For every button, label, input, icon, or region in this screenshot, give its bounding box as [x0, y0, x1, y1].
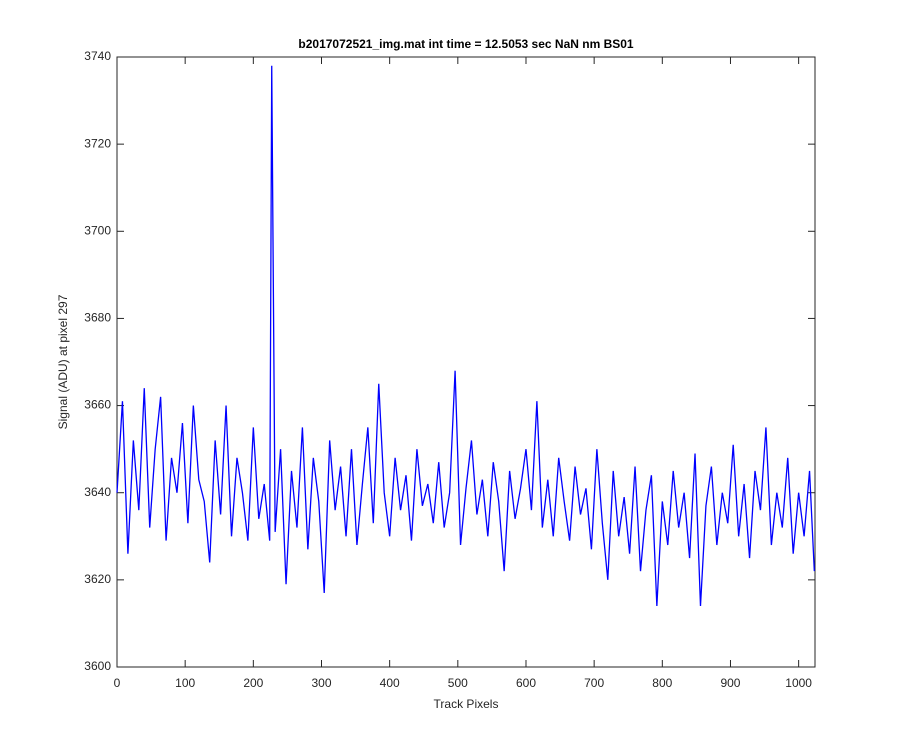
- x-tick-label: 1000: [785, 676, 812, 690]
- x-tick-label: 100: [175, 676, 195, 690]
- x-tick-label: 0: [114, 676, 121, 690]
- y-tick-label: 3600: [84, 659, 111, 673]
- x-tick-label: 700: [584, 676, 604, 690]
- y-tick-label: 3660: [84, 398, 111, 412]
- x-tick-label: 500: [448, 676, 468, 690]
- y-tick-label: 3720: [84, 136, 111, 150]
- y-axis-label: Signal (ADU) at pixel 297: [56, 294, 70, 429]
- axes-box: [116, 56, 816, 668]
- y-tick-label: 3700: [84, 223, 111, 237]
- x-axis-label: Track Pixels: [434, 697, 499, 711]
- x-tick-label: 800: [652, 676, 672, 690]
- y-tick-label: 3740: [84, 49, 111, 63]
- x-tick-label: 200: [243, 676, 263, 690]
- y-tick-label: 3640: [84, 485, 111, 499]
- data-line: [116, 65, 815, 607]
- x-tick-label: 400: [380, 676, 400, 690]
- x-tick-label: 600: [516, 676, 536, 690]
- y-tick-label: 3680: [84, 311, 111, 325]
- x-tick-label: 300: [311, 676, 331, 690]
- chart-title: b2017072521_img.mat int time = 12.5053 s…: [298, 37, 634, 51]
- x-tick-label: 900: [720, 676, 740, 690]
- y-tick-label: 3620: [84, 572, 111, 586]
